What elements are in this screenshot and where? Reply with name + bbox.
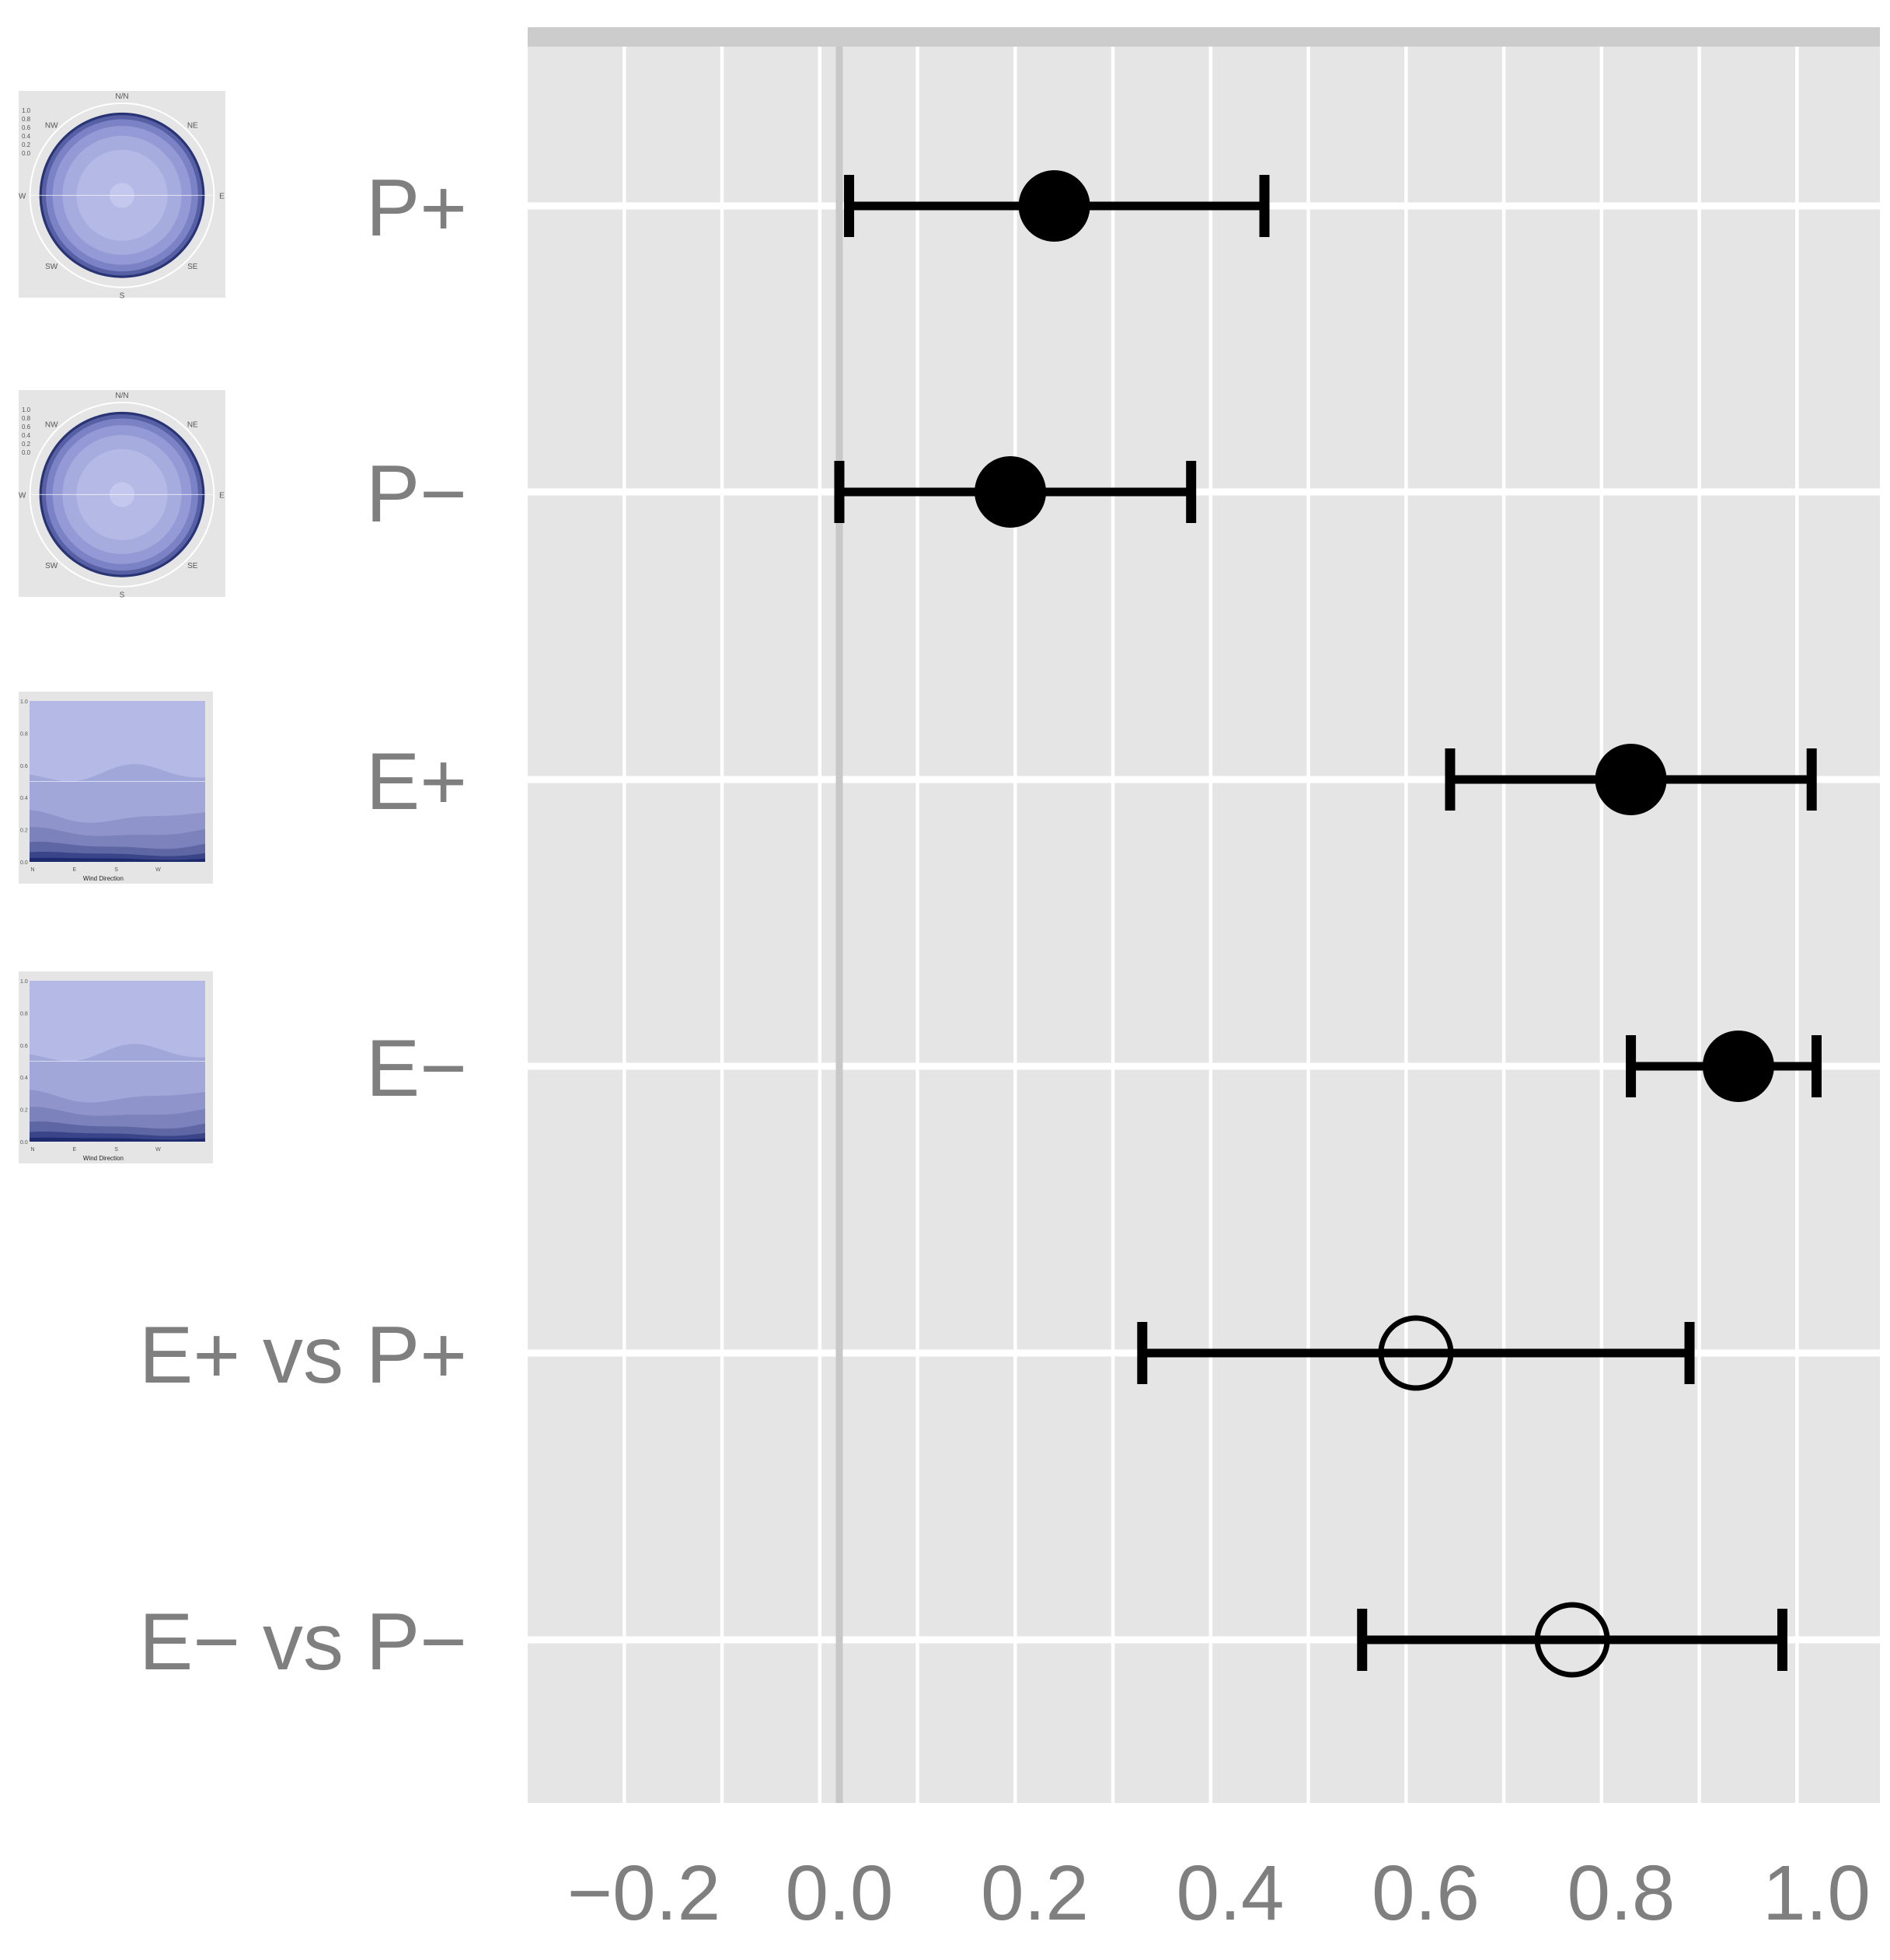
thumb-y-tick: 0.8 — [20, 731, 28, 737]
thumb-radial-tick: 0.0 — [22, 449, 31, 456]
thumb-compass-label: SE — [187, 562, 198, 570]
point-estimate-filled — [1595, 744, 1667, 815]
thumb-compass-label: NE — [187, 421, 198, 430]
x-tick-label: 0.4 — [1176, 1850, 1284, 1937]
thumb-compass-label: N/N — [115, 92, 128, 101]
x-tick-label: 0.6 — [1372, 1850, 1480, 1937]
point-estimate-filled — [1702, 1031, 1774, 1102]
row-label: P− — [366, 449, 467, 539]
thumb-y-tick: 1.0 — [20, 699, 28, 705]
thumb-x-tick: N — [30, 1147, 34, 1153]
point-estimate-hollow — [1534, 1602, 1610, 1678]
thumb-radial-tick: 0.4 — [22, 432, 31, 439]
thumb-compass-label: SE — [187, 263, 198, 271]
point-estimate-filled — [1018, 170, 1090, 242]
point-estimate-filled — [975, 456, 1047, 528]
thumb-radial-tick: 1.0 — [22, 107, 31, 114]
thumb-compass-label: W — [19, 192, 26, 201]
thumb-x-tick: S — [114, 1147, 118, 1153]
thumb-y-tick: 0.8 — [20, 1011, 28, 1017]
thumb-y-tick: 0.4 — [20, 1076, 28, 1081]
thumb-y-tick: 0.0 — [20, 860, 28, 866]
x-tick-label: −0.2 — [567, 1850, 720, 1937]
thumb-x-tick: E — [72, 867, 76, 873]
row-label: E+ — [366, 737, 467, 827]
row-label: P+ — [366, 163, 467, 253]
point-range-row-4 — [1626, 1031, 1822, 1102]
row-label: E+ vs P+ — [139, 1310, 467, 1400]
thumb-y-tick: 0.4 — [20, 796, 28, 801]
point-range-marks — [834, 170, 1822, 1678]
thumb-y-tick: 0.6 — [20, 1044, 28, 1049]
point-estimate-hollow — [1378, 1315, 1454, 1391]
thumbnail-images: N/NNEESESSWWNW1.00.80.60.40.20.0N/NNEESE… — [19, 91, 225, 1163]
thumb-y-tick: 0.0 — [20, 1140, 28, 1146]
thumb-x-tick: W — [155, 1147, 161, 1153]
thumb-compass-label: NE — [187, 122, 198, 131]
thumb-radial-tick: 0.6 — [22, 424, 31, 431]
thumb-xlabel: Wind Direction — [83, 1155, 124, 1162]
x-tick-label: 0.0 — [785, 1850, 893, 1937]
thumb-radial-tick: 0.0 — [22, 150, 31, 157]
x-tick-label: 1.0 — [1763, 1850, 1871, 1937]
thumb-compass-label: NW — [45, 122, 58, 131]
thumb-area-layer — [30, 1137, 205, 1142]
row-label: E− — [366, 1024, 467, 1114]
thumb-radial-tick: 0.8 — [22, 415, 31, 422]
thumb-compass-label: SW — [45, 263, 58, 271]
thumb-compass-label: S — [120, 292, 125, 301]
thumb-compass-label: SW — [45, 562, 58, 570]
thumb-compass-label: W — [19, 491, 26, 500]
thumb-radial-tick: 0.4 — [22, 133, 31, 140]
thumb-y-tick: 0.2 — [20, 1108, 28, 1114]
thumb-compass-label: E — [219, 192, 225, 201]
thumb-compass-label: N/N — [115, 392, 128, 400]
thumb-radial-tick: 0.8 — [22, 116, 31, 123]
point-range-row-5 — [1137, 1315, 1695, 1391]
row-label: E− vs P− — [139, 1597, 467, 1687]
stacked-area-thumbnail-1: 1.0 0.8 0.6 0.4 0.2 0.0N E S W Wind Direction — [19, 692, 213, 884]
x-tick-label: 0.2 — [981, 1850, 1089, 1937]
polar-wind-rose-thumbnail-1: N/N NE E SE S SW W NW 1.0 0.80.6 0.40.2 0.0 — [19, 91, 225, 301]
thumb-x-tick: E — [72, 1147, 76, 1153]
thumb-y-tick: 1.0 — [20, 979, 28, 985]
thumb-x-tick: N — [30, 867, 34, 873]
thumb-radial-tick: 0.6 — [22, 124, 31, 131]
thumb-xlabel: Wind Direction — [83, 875, 124, 882]
polar-wind-rose-thumbnail-2: N/N NE E SE S SW W NW 1.0 0.8 0.60.4 0.20.0 — [19, 390, 225, 600]
thumb-radial-tick: 0.2 — [22, 441, 31, 448]
thumb-compass-label: S — [120, 591, 125, 600]
panel-top-strip — [528, 27, 1880, 47]
x-tick-label: 0.8 — [1567, 1850, 1675, 1937]
plot-panel — [528, 47, 1880, 1803]
stacked-area-thumbnail-2: 1.0 0.8 0.6 0.4 0.2 0.0N E S W Wind Direction — [19, 971, 213, 1163]
thumb-compass-label: NW — [45, 421, 58, 430]
thumb-compass-label: E — [219, 491, 225, 500]
thumb-area-layer — [30, 857, 205, 862]
point-range-row-3 — [1445, 744, 1817, 815]
point-range-row-6 — [1357, 1602, 1787, 1678]
thumb-x-tick: S — [114, 867, 118, 873]
point-range-row-2 — [834, 456, 1197, 528]
thumb-radial-tick: 0.2 — [22, 141, 31, 148]
point-range-row-1 — [844, 170, 1270, 242]
row-labels: P+ P− E+ E− E+ vs P+ E− vs P− — [139, 163, 467, 1687]
thumb-x-tick: W — [155, 867, 161, 873]
thumb-y-tick: 0.6 — [20, 764, 28, 769]
thumb-y-tick: 0.2 — [20, 828, 28, 834]
x-axis-tick-labels: −0.2 0.0 0.2 0.4 0.6 0.8 1.0 — [567, 1850, 1871, 1937]
thumb-radial-tick: 1.0 — [22, 406, 31, 413]
